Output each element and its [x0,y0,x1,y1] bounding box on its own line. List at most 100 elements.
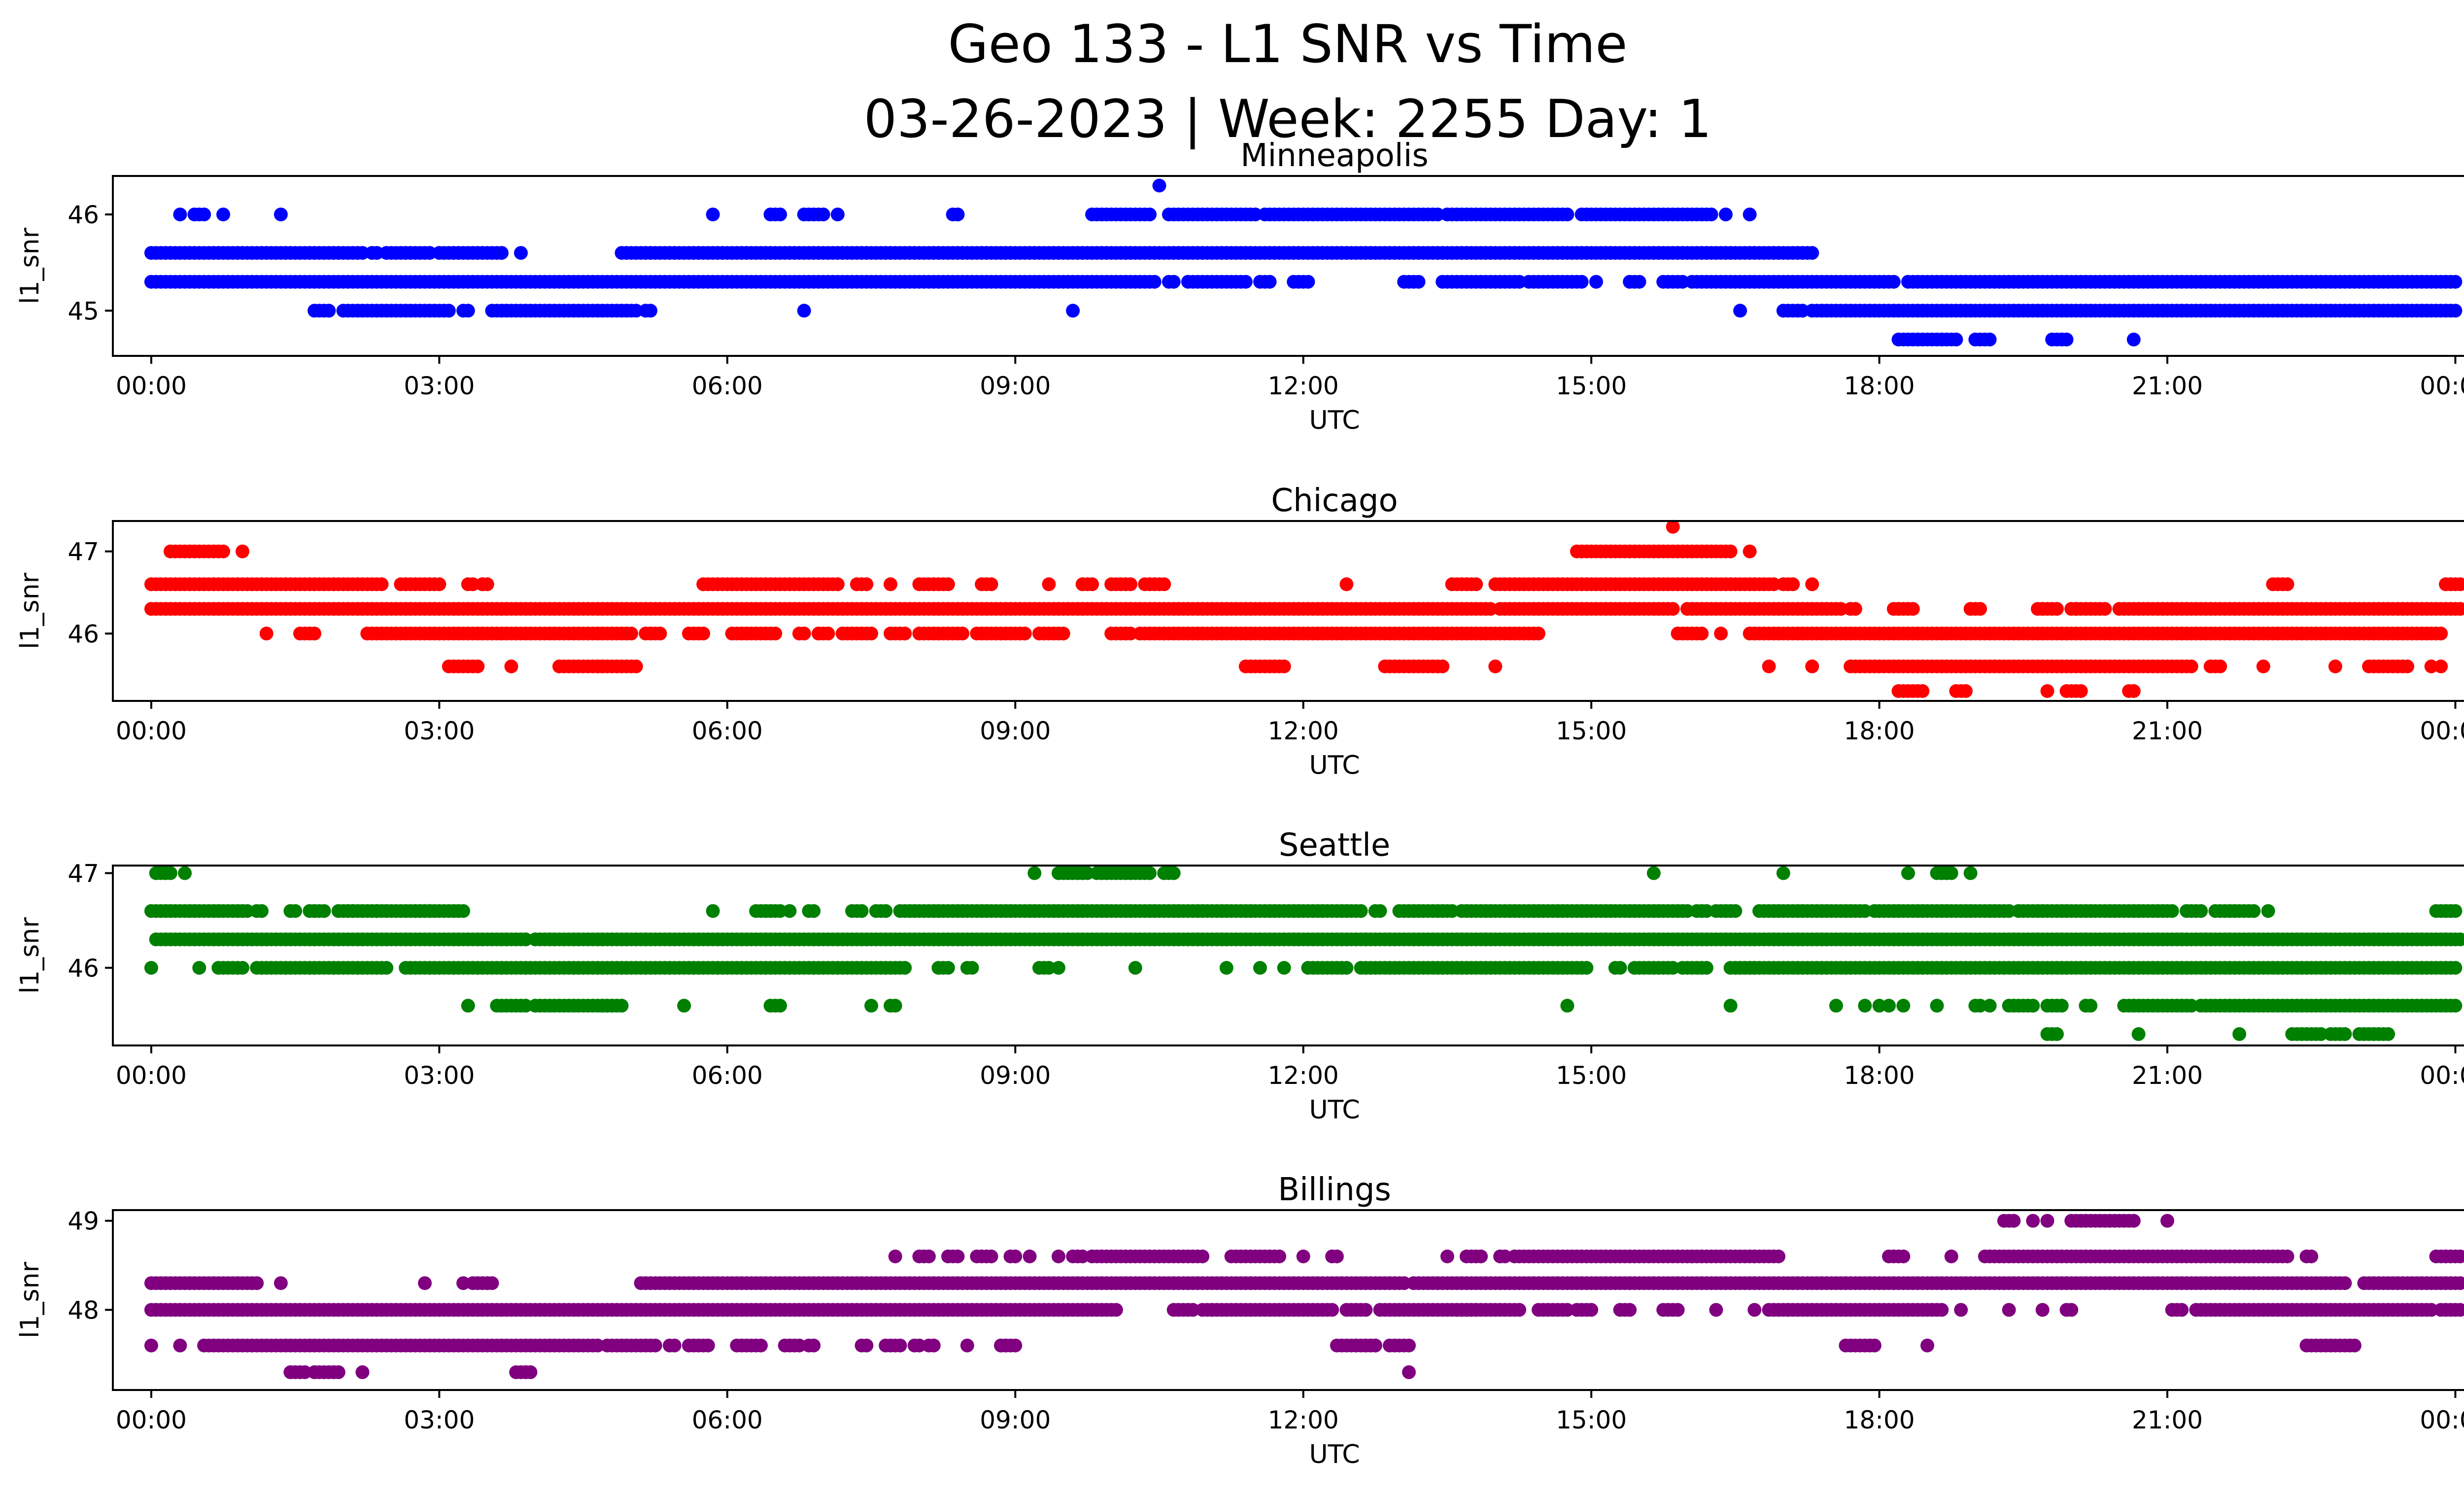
data-point [960,1338,974,1353]
data-point [1238,275,1253,289]
data-point [1051,1250,1065,1263]
data-point [816,208,830,222]
data-point [2084,999,2098,1013]
data-point [1886,275,1901,289]
data-point [2035,1303,2050,1317]
data-point [2338,1027,2352,1041]
data-point [696,626,711,641]
data-point [1056,626,1070,641]
data-point [240,904,254,918]
data-point [1723,999,1738,1013]
data-point [1680,904,1694,918]
data-point [178,866,192,880]
data-point [1277,961,1291,975]
data-point [951,1250,965,1263]
data-point [1143,866,1157,880]
data-point [1325,1303,1339,1317]
x-tick-label: 03:00 [404,1061,475,1090]
data-point [1483,602,1498,616]
data-point [2328,660,2342,673]
x-tick-label: 00:00 [2420,717,2464,745]
data-point [1042,577,1056,591]
x-tick-label: 18:00 [1844,717,1915,745]
x-tick-label: 00:00 [2420,1061,2464,1090]
data-point [1272,1250,1286,1263]
data-point [2074,684,2088,698]
data-point [1166,275,1181,289]
data-point [216,544,230,558]
data-point [1935,1303,1949,1317]
x-axis-label: UTC [1309,751,1360,780]
data-points [144,1214,2464,1379]
panel-title: Billings [1278,1172,1391,1208]
data-point [1532,626,1545,641]
data-point [236,544,249,558]
data-point [1431,208,1445,222]
data-point [1075,1250,1090,1263]
data-point [2453,1250,2464,1263]
data-point [163,866,177,880]
x-tick-label: 18:00 [1844,1061,1915,1090]
data-point [274,1276,288,1290]
data-point [1949,332,1963,347]
data-point [1085,577,1099,591]
data-point [370,246,384,260]
x-tick-label: 21:00 [2132,717,2203,745]
data-point [518,932,533,946]
x-tick-label: 06:00 [692,717,763,745]
data-point [2165,904,2179,918]
data-point [2448,961,2463,975]
data-point [1805,246,1819,260]
data-point [2026,999,2040,1013]
data-point [773,904,787,918]
data-point [1339,961,1354,975]
data-point [173,208,187,222]
data-point [456,1276,471,1290]
x-tick-label: 00:00 [116,1061,187,1090]
data-point [2126,684,2141,698]
data-point [504,660,518,673]
data-point [1157,577,1171,591]
data-point [1474,1250,1488,1263]
y-axis-label: l1_snr [15,917,45,994]
data-point [1944,1250,1958,1263]
data-point [648,1338,662,1353]
data-point [1728,904,1743,918]
data-point [1858,904,1872,918]
data-point [773,208,787,222]
y-tick-label: 47 [68,538,99,566]
data-point [859,577,874,591]
x-tick-label: 15:00 [1556,717,1627,745]
data-point [830,577,845,591]
data-point [1930,999,1944,1013]
data-point [2261,904,2275,918]
data-point [1772,1250,1785,1263]
x-tick-label: 21:00 [2132,372,2203,400]
data-point [1066,304,1080,318]
data-point [2002,1303,2016,1317]
data-point [1666,520,1680,534]
y-tick-label: 47 [68,859,99,888]
data-point [1776,866,1790,880]
data-point [2098,602,2112,616]
data-point [2256,660,2270,673]
x-axis-label: UTC [1309,406,1360,435]
data-point [480,577,494,591]
data-point [2434,626,2448,641]
data-point [418,1276,432,1290]
data-point [2194,904,2208,918]
data-point [1963,866,1978,880]
data-point [1436,660,1450,673]
data-point [893,1338,907,1353]
data-point [144,961,158,975]
x-axis-label: UTC [1309,1095,1360,1125]
data-point [879,904,893,918]
data-points [144,178,2463,347]
data-point [1848,602,1862,616]
data-point [2453,932,2464,946]
data-point [830,208,845,222]
data-point [1368,1338,1382,1353]
data-point [1440,1250,1454,1263]
data-point [1718,208,1733,222]
data-point [1944,866,1958,880]
